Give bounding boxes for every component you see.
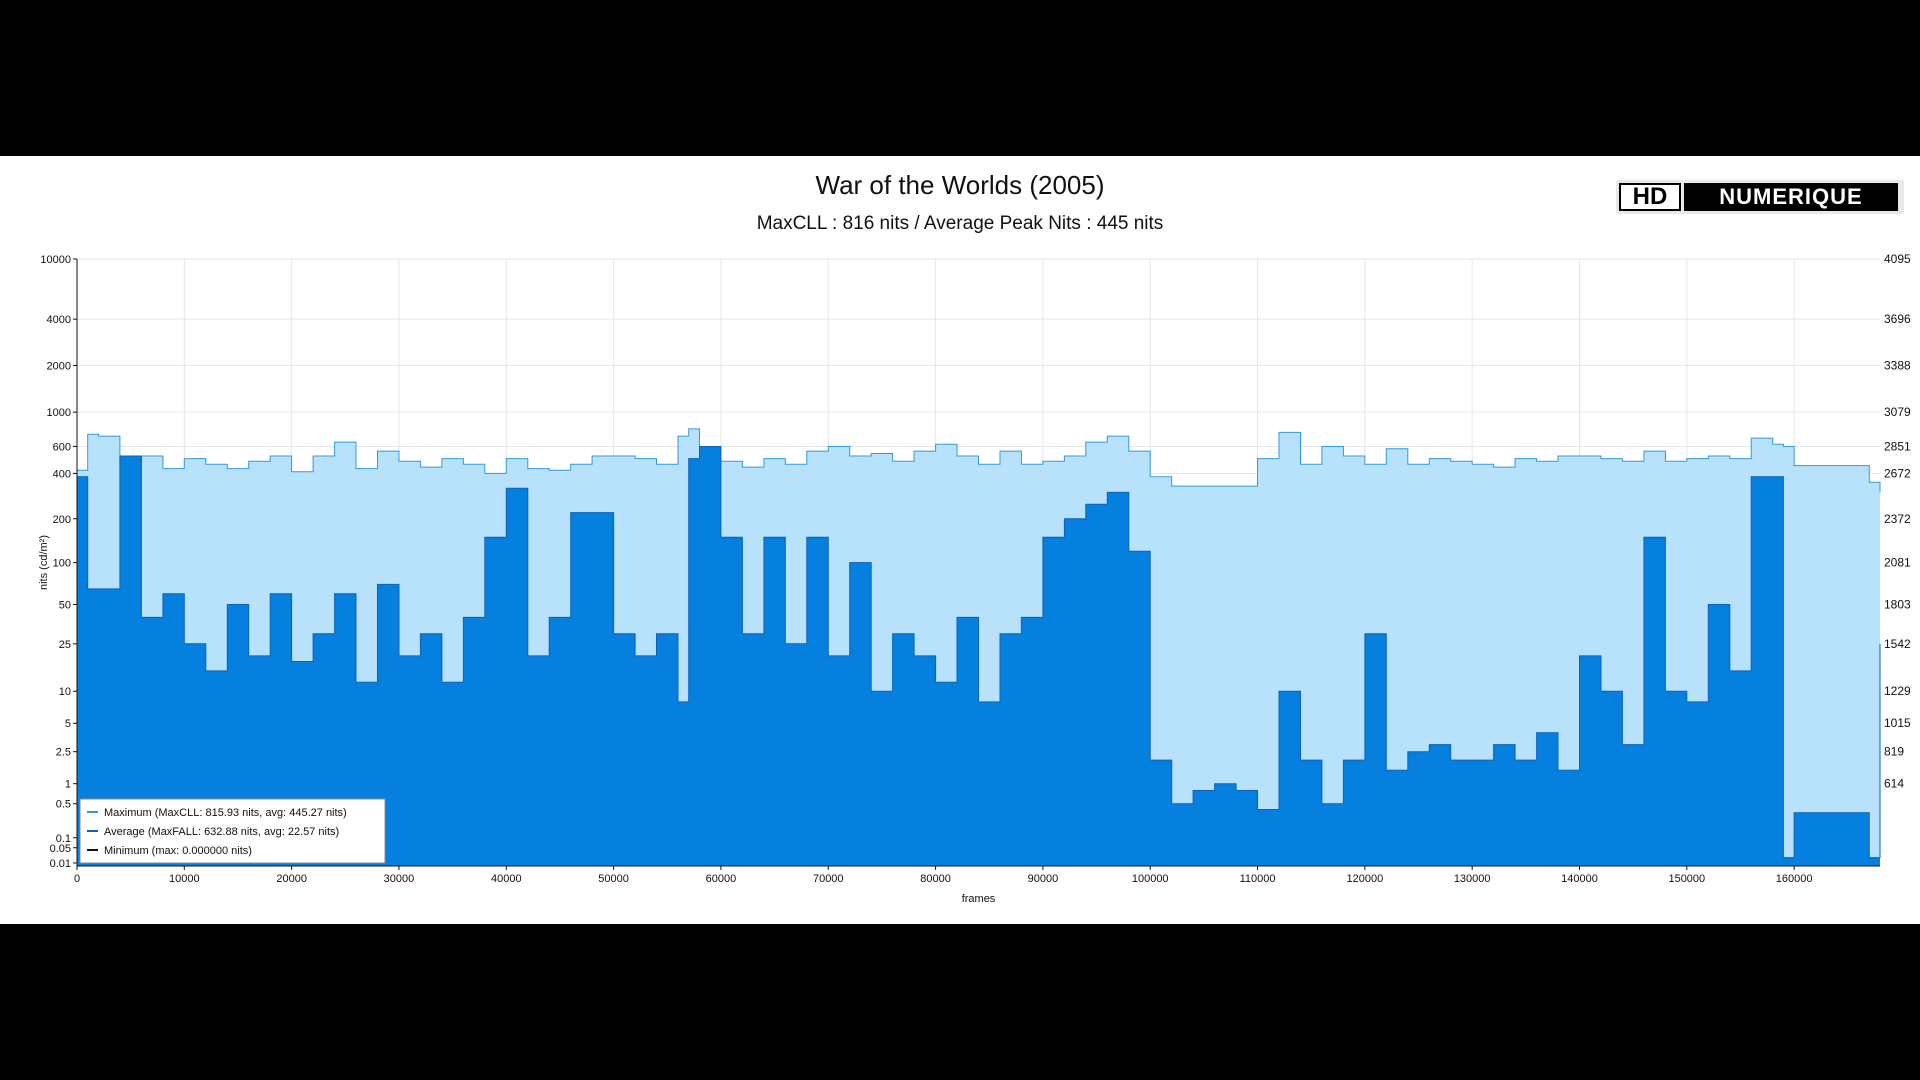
x-tick-label: 160000 xyxy=(1776,873,1813,885)
chart-title: War of the Worlds (2005) xyxy=(815,170,1105,200)
y-tick-labels: 10000 4000 2000 1000 600 400 200 100 50 25 10 5 2.5 1… xyxy=(40,254,71,870)
y-tick-label: 0.01 xyxy=(50,858,71,870)
hd-numerique-logo: HD NUMERIQUE xyxy=(1616,180,1904,214)
average-series-line xyxy=(77,446,1881,859)
chart-subtitle: MaxCLL : 816 nits / Average Peak Nits : … xyxy=(756,213,1164,234)
y-tick-label: 100 xyxy=(53,558,71,570)
y-tick-label: 10000 xyxy=(40,254,71,266)
y-tick-label: 0.1 xyxy=(56,833,71,845)
x-tick-label: 40000 xyxy=(491,873,522,885)
y-code-tick-label: 2372 xyxy=(1884,512,1911,526)
x-tick-label: 100000 xyxy=(1132,873,1169,885)
y-tick-label: 0.5 xyxy=(56,799,71,811)
y-code-tick-label: 1803 xyxy=(1884,597,1911,611)
y-tick-label: 50 xyxy=(59,599,71,611)
x-tick-label: 30000 xyxy=(384,873,415,885)
y-code-tick-label: 614 xyxy=(1884,777,1904,791)
x-tick-label: 70000 xyxy=(813,873,844,885)
x-tick-label: 130000 xyxy=(1454,873,1491,885)
legend: Maximum (MaxCLL: 815.93 nits, avg: 445.2… xyxy=(79,798,386,864)
y-code-tick-label: 2851 xyxy=(1884,439,1911,453)
y-tick-label: 400 xyxy=(53,468,71,480)
axes xyxy=(73,258,1880,870)
y-code-tick-label: 819 xyxy=(1884,745,1904,759)
x-tick-label: 90000 xyxy=(1028,873,1059,885)
y-code-tick-label: 2672 xyxy=(1884,466,1911,480)
logo-hd: HD xyxy=(1619,183,1681,211)
y-tick-label: 200 xyxy=(53,514,71,526)
y-code-tick-label: 1229 xyxy=(1884,684,1911,698)
x-tick-label: 120000 xyxy=(1346,873,1383,885)
y-code-tick-label: 3388 xyxy=(1884,359,1911,373)
x-tick-label: 110000 xyxy=(1240,873,1276,885)
x-tick-label: 10000 xyxy=(169,873,200,885)
y-code-tick-label: 4095 xyxy=(1884,252,1911,266)
y-tick-label: 25 xyxy=(59,639,71,651)
y-tick-label: 5 xyxy=(65,718,71,730)
x-tick-label: 20000 xyxy=(276,873,307,885)
x-tick-label: 80000 xyxy=(920,873,951,885)
legend-box xyxy=(79,798,386,864)
y-tick-label: 10 xyxy=(59,686,71,698)
y-axis-label: nits (cd/m²) xyxy=(38,535,50,590)
y-tick-label: 2.5 xyxy=(56,747,71,759)
y-code-tick-label: 3696 xyxy=(1884,312,1911,326)
x-tick-label: 60000 xyxy=(706,873,737,885)
logo-numerique: NUMERIQUE xyxy=(1684,183,1898,211)
y-code-tick-label: 1015 xyxy=(1884,716,1911,730)
legend-label: Minimum (max: 0.000000 nits) xyxy=(104,845,252,857)
y-tick-label: 1000 xyxy=(47,407,71,419)
y-code-tick-labels: 4095 3696 3388 3079 2851 2672 2372 2081 1803 1542… xyxy=(1884,252,1911,791)
x-tick-label: 150000 xyxy=(1668,873,1705,885)
y-tick-label: 600 xyxy=(53,441,71,453)
x-tick-label: 50000 xyxy=(598,873,629,885)
maximum-series-line xyxy=(77,428,1881,493)
y-code-tick-label: 1542 xyxy=(1884,637,1911,651)
y-tick-label: 4000 xyxy=(47,314,71,326)
x-tick-label: 0 xyxy=(74,873,80,885)
legend-label: Maximum (MaxCLL: 815.93 nits, avg: 445.2… xyxy=(104,807,347,819)
y-code-tick-label: 3079 xyxy=(1884,405,1911,419)
x-tick-labels: 0 10000 20000 30000 40000 50000 60000 70000 8000… xyxy=(74,873,1813,885)
legend-label: Average (MaxFALL: 632.88 nits, avg: 22.5… xyxy=(104,826,339,838)
x-axis-label: frames xyxy=(962,893,996,905)
y-tick-label: 0.05 xyxy=(50,843,71,855)
y-tick-label: 2000 xyxy=(47,361,71,373)
y-code-tick-label: 2081 xyxy=(1884,556,1911,570)
series-areas xyxy=(77,428,1881,867)
x-tick-label: 140000 xyxy=(1561,873,1598,885)
y-tick-label: 1 xyxy=(65,779,71,791)
